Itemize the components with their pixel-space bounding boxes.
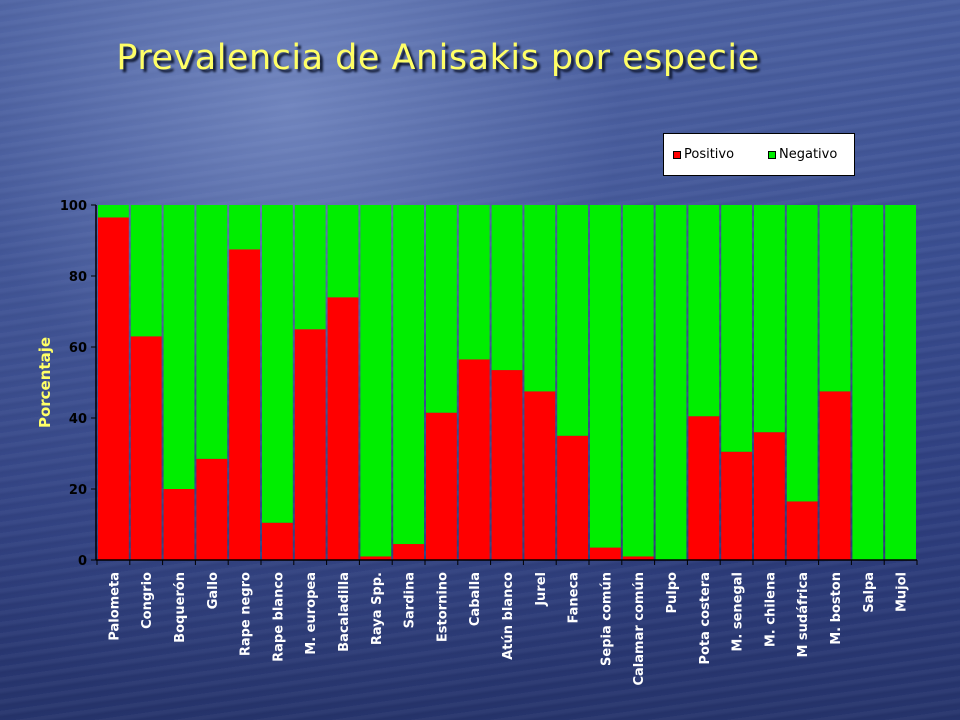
bar-negativo-10: [426, 205, 457, 413]
bar-negativo-3: [196, 205, 228, 459]
stacked-bar-chart: 0 20 40 60 80 100 Palometa Congrio Boquerón Gallo…: [36, 199, 918, 686]
bar-positivo-2: [163, 489, 195, 560]
bar-positivo-22: [819, 391, 851, 560]
x-category-label-11: Caballa: [468, 572, 483, 626]
bar-negativo-1: [130, 205, 162, 337]
bar-positivo-18: [688, 416, 720, 560]
bar-positivo-5: [262, 522, 293, 560]
legend-item-positivo: Positivo: [673, 147, 734, 162]
bar-positivo-1: [130, 336, 162, 560]
chart-area: 0 20 40 60 80 100 Palometa Congrio Boquerón Gallo…: [0, 190, 960, 720]
bar-positivo-0: [98, 217, 129, 561]
bar-positivo-8: [360, 556, 392, 560]
bar-negativo-24: [885, 205, 916, 560]
x-category-label-23: Salpa: [862, 572, 877, 613]
y-tick-label-3: 60: [69, 341, 87, 356]
y-tick-label-2: 40: [69, 412, 87, 427]
bar-positivo-10: [426, 412, 457, 560]
chart-legend: Positivo Negativo: [663, 133, 855, 176]
bar-positivo-7: [327, 297, 359, 560]
bar-negativo-19: [721, 205, 752, 452]
y-tick-label-5: 100: [60, 199, 87, 214]
bar-positivo-20: [754, 432, 785, 560]
x-category-label-3: Gallo: [206, 572, 221, 609]
x-category-label-13: Jurel: [534, 572, 549, 607]
bar-negativo-13: [524, 205, 556, 392]
legend-swatch-negativo: [768, 150, 776, 159]
bar-positivo-21: [786, 501, 818, 560]
legend-item-negativo: Negativo: [768, 147, 837, 162]
y-tick-label-1: 20: [69, 483, 87, 498]
legend-label-negativo: Negativo: [779, 147, 838, 162]
bar-negativo-9: [393, 205, 424, 545]
slide-title: Prevalencia de Anisakis por especie: [116, 38, 760, 78]
x-category-label-24: Mujol: [895, 572, 910, 612]
x-category-label-22: M. boston: [829, 572, 844, 645]
bar-positivo-11: [458, 359, 490, 560]
bar-negativo-20: [754, 205, 785, 433]
x-category-label-9: Sardina: [403, 572, 418, 628]
bar-negativo-12: [491, 205, 523, 371]
bar-negativo-8: [360, 205, 392, 557]
bar-positivo-12: [491, 370, 523, 560]
y-axis-label: Porcentaje: [36, 337, 54, 428]
bar-negativo-0: [98, 205, 129, 218]
bar-negativo-21: [786, 205, 818, 502]
x-category-label-16: Calamar común: [632, 572, 647, 686]
bar-positivo-15: [590, 547, 621, 560]
bar-negativo-11: [458, 205, 490, 360]
x-category-label-1: Congrio: [140, 572, 155, 629]
x-category-label-21: M sudáfrica: [796, 572, 811, 658]
bar-positivo-4: [229, 249, 260, 560]
bar-negativo-6: [294, 205, 326, 330]
x-category-label-7: Bacaladilla: [337, 572, 352, 652]
x-category-label-4: Rape negro: [239, 572, 254, 656]
x-category-label-8: Raya Spp.: [370, 572, 385, 645]
bar-negativo-18: [688, 205, 720, 417]
x-category-label-6: M. europea: [304, 572, 319, 655]
bar-negativo-2: [163, 205, 195, 489]
y-tick-label-4: 80: [69, 270, 87, 285]
bar-negativo-5: [262, 205, 293, 523]
legend-swatch-positivo: [673, 150, 681, 159]
x-category-label-19: M. senegal: [731, 572, 746, 652]
bar-positivo-14: [557, 435, 588, 560]
bar-negativo-22: [819, 205, 851, 392]
x-category-label-5: Rape blanco: [271, 572, 286, 662]
bar-negativo-4: [229, 205, 260, 250]
x-category-label-15: Sepia común: [599, 572, 614, 666]
bar-positivo-16: [622, 556, 654, 560]
y-tick-label-0: 0: [78, 554, 87, 569]
x-category-label-18: Pota costera: [698, 572, 713, 665]
bar-negativo-15: [590, 205, 621, 548]
bar-positivo-6: [294, 329, 326, 560]
bar-positivo-13: [524, 391, 556, 560]
x-category-label-0: Palometa: [107, 572, 122, 641]
x-category-label-14: Faneca: [567, 572, 582, 623]
bar-negativo-14: [557, 205, 588, 436]
x-category-label-10: Estornino: [435, 572, 450, 642]
bar-positivo-19: [721, 451, 752, 560]
x-category-label-2: Boquerón: [173, 572, 188, 643]
x-category-label-17: Pulpo: [665, 572, 680, 614]
bar-negativo-17: [655, 205, 687, 560]
bar-negativo-16: [622, 205, 654, 557]
legend-label-positivo: Positivo: [684, 147, 735, 162]
x-category-label-12: Atún blanco: [501, 572, 516, 660]
bar-negativo-7: [327, 205, 359, 298]
bar-positivo-9: [393, 544, 424, 560]
bar-positivo-3: [196, 458, 228, 560]
x-category-label-20: M. chilena: [763, 572, 778, 647]
bar-negativo-23: [852, 205, 884, 560]
